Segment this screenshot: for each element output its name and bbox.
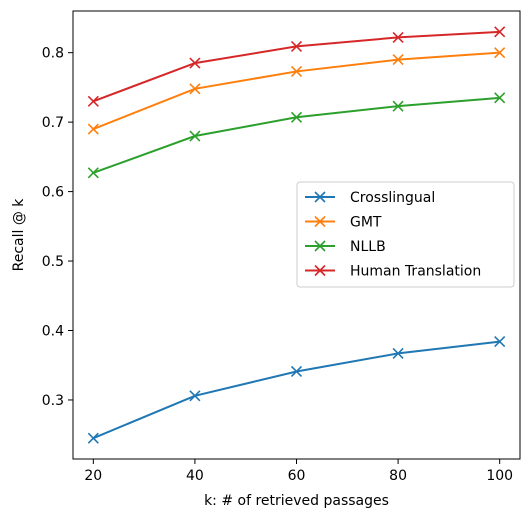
y-axis-label: Recall @ k bbox=[11, 198, 27, 272]
legend-label: GMT bbox=[350, 215, 382, 231]
data-point bbox=[494, 92, 506, 104]
series-line bbox=[92, 340, 500, 440]
x-axis-label: k: # of retrieved passages bbox=[204, 493, 389, 509]
data-point bbox=[87, 123, 99, 135]
data-point bbox=[290, 365, 303, 378]
series-layer bbox=[87, 26, 506, 444]
series-crosslingual bbox=[87, 336, 506, 444]
data-point bbox=[87, 167, 99, 179]
y-tick-label: 0.3 bbox=[42, 393, 64, 409]
data-point bbox=[290, 65, 303, 77]
data-point bbox=[494, 47, 506, 59]
data-point bbox=[87, 95, 99, 107]
series-gmt bbox=[87, 47, 506, 135]
x-tick-label: 80 bbox=[389, 468, 407, 484]
legend-marker bbox=[314, 264, 326, 277]
data-point bbox=[189, 83, 201, 95]
data-point bbox=[290, 111, 303, 123]
data-point bbox=[494, 26, 506, 38]
data-point bbox=[87, 432, 99, 444]
legend-marker bbox=[314, 191, 326, 203]
y-tick-label: 0.8 bbox=[42, 46, 64, 62]
x-axis: 20 40 60 80 100 bbox=[84, 459, 513, 484]
series-human-translation bbox=[87, 26, 506, 107]
legend-marker bbox=[314, 240, 326, 252]
legend-box bbox=[296, 181, 515, 288]
data-point bbox=[392, 100, 404, 112]
legend-entry: Crosslingual bbox=[305, 190, 435, 206]
data-point bbox=[392, 31, 404, 43]
legend-marker bbox=[314, 215, 326, 228]
y-tick-label: 0.4 bbox=[42, 324, 64, 340]
legend-entry: Human Translation bbox=[305, 264, 481, 280]
legend-label: NLLB bbox=[350, 239, 386, 255]
data-point bbox=[392, 347, 404, 359]
legend-entry: NLLB bbox=[305, 239, 386, 255]
legend-entry: GMT bbox=[305, 215, 382, 231]
data-point bbox=[189, 130, 201, 142]
y-axis: 0.3 0.4 0.5 0.6 0.7 0.8 bbox=[42, 46, 73, 409]
series-nllb bbox=[87, 92, 506, 179]
x-tick-label: 100 bbox=[486, 468, 513, 484]
data-point bbox=[392, 54, 404, 66]
data-point bbox=[189, 390, 201, 402]
data-point bbox=[189, 57, 201, 69]
data-point bbox=[494, 336, 506, 348]
x-tick-label: 60 bbox=[288, 468, 306, 484]
data-point bbox=[290, 40, 303, 52]
legend-label: Human Translation bbox=[350, 264, 481, 280]
x-tick-label: 20 bbox=[84, 468, 102, 484]
x-tick-label: 40 bbox=[186, 468, 204, 484]
legend-label: Crosslingual bbox=[350, 190, 435, 206]
series-line bbox=[92, 96, 500, 174]
series-line bbox=[92, 30, 500, 103]
legend: Crosslingual GMT NLLB Human Translation bbox=[296, 181, 515, 288]
y-tick-label: 0.6 bbox=[42, 185, 64, 201]
y-tick-label: 0.5 bbox=[42, 254, 64, 270]
y-tick-label: 0.7 bbox=[42, 115, 64, 131]
